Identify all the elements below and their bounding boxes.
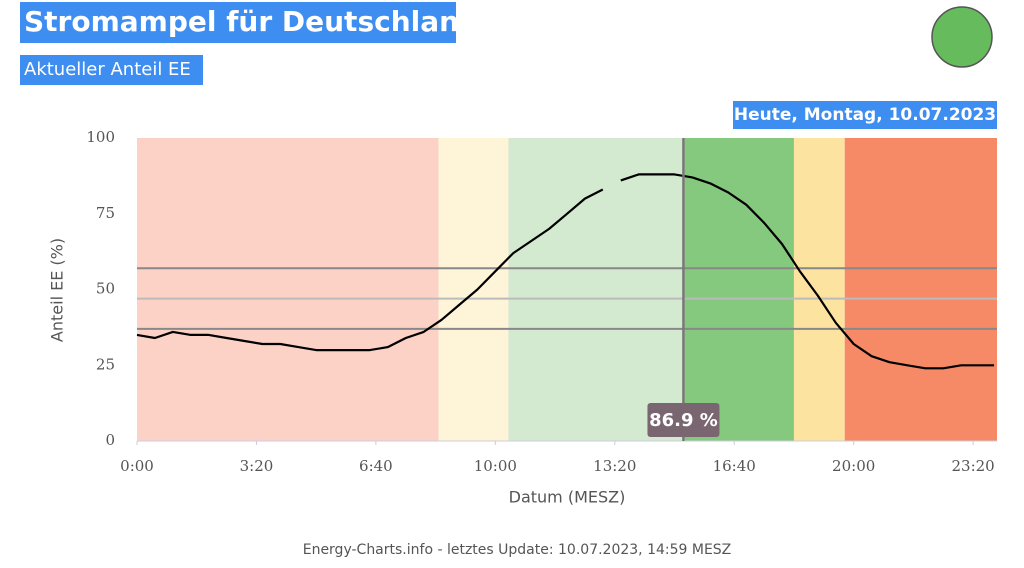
y-tick-label: 75 bbox=[96, 204, 115, 222]
footer: Energy-Charts.info - letztes Update: 10.… bbox=[303, 542, 732, 558]
y-tick-label: 100 bbox=[86, 128, 115, 146]
value-box bbox=[647, 403, 720, 437]
x-tick-label: 6:40 bbox=[359, 457, 393, 475]
x-tick-label: 20:00 bbox=[832, 457, 875, 475]
x-tick-label: 10:00 bbox=[474, 457, 517, 475]
date-box bbox=[733, 101, 997, 129]
plot: 0 25 50 75 100 0:00 3:20 6:40 10:00 13:20 16:40 20:… bbox=[86, 128, 997, 475]
band bbox=[508, 138, 685, 441]
value-label: 86.9 % bbox=[649, 410, 718, 431]
date-label: Heute, Montag, 10.07.2023 bbox=[734, 105, 996, 125]
x-axis-label: Datum (MESZ) bbox=[509, 488, 626, 507]
band bbox=[438, 138, 509, 441]
subtitle: Aktueller Anteil EE bbox=[24, 59, 191, 80]
y-tick-label: 0 bbox=[105, 431, 115, 449]
y-tick-label: 50 bbox=[96, 280, 115, 298]
band bbox=[844, 138, 997, 441]
title-box bbox=[20, 2, 456, 43]
band bbox=[137, 138, 439, 441]
x-tick-label: 16:40 bbox=[713, 457, 756, 475]
x-tick-label: 13:20 bbox=[593, 457, 636, 475]
y-tick-label: 25 bbox=[96, 355, 115, 373]
x-tick-label: 3:20 bbox=[240, 457, 274, 475]
x-tick-label: 0:00 bbox=[120, 457, 154, 475]
band bbox=[793, 138, 845, 441]
x-tick-label: 23:20 bbox=[951, 457, 994, 475]
status-light bbox=[931, 6, 993, 68]
band bbox=[684, 138, 794, 441]
y-axis-label: Anteil EE (%) bbox=[48, 238, 67, 342]
title: Stromampel für Deutschland bbox=[24, 5, 479, 38]
subtitle-box bbox=[20, 55, 203, 85]
